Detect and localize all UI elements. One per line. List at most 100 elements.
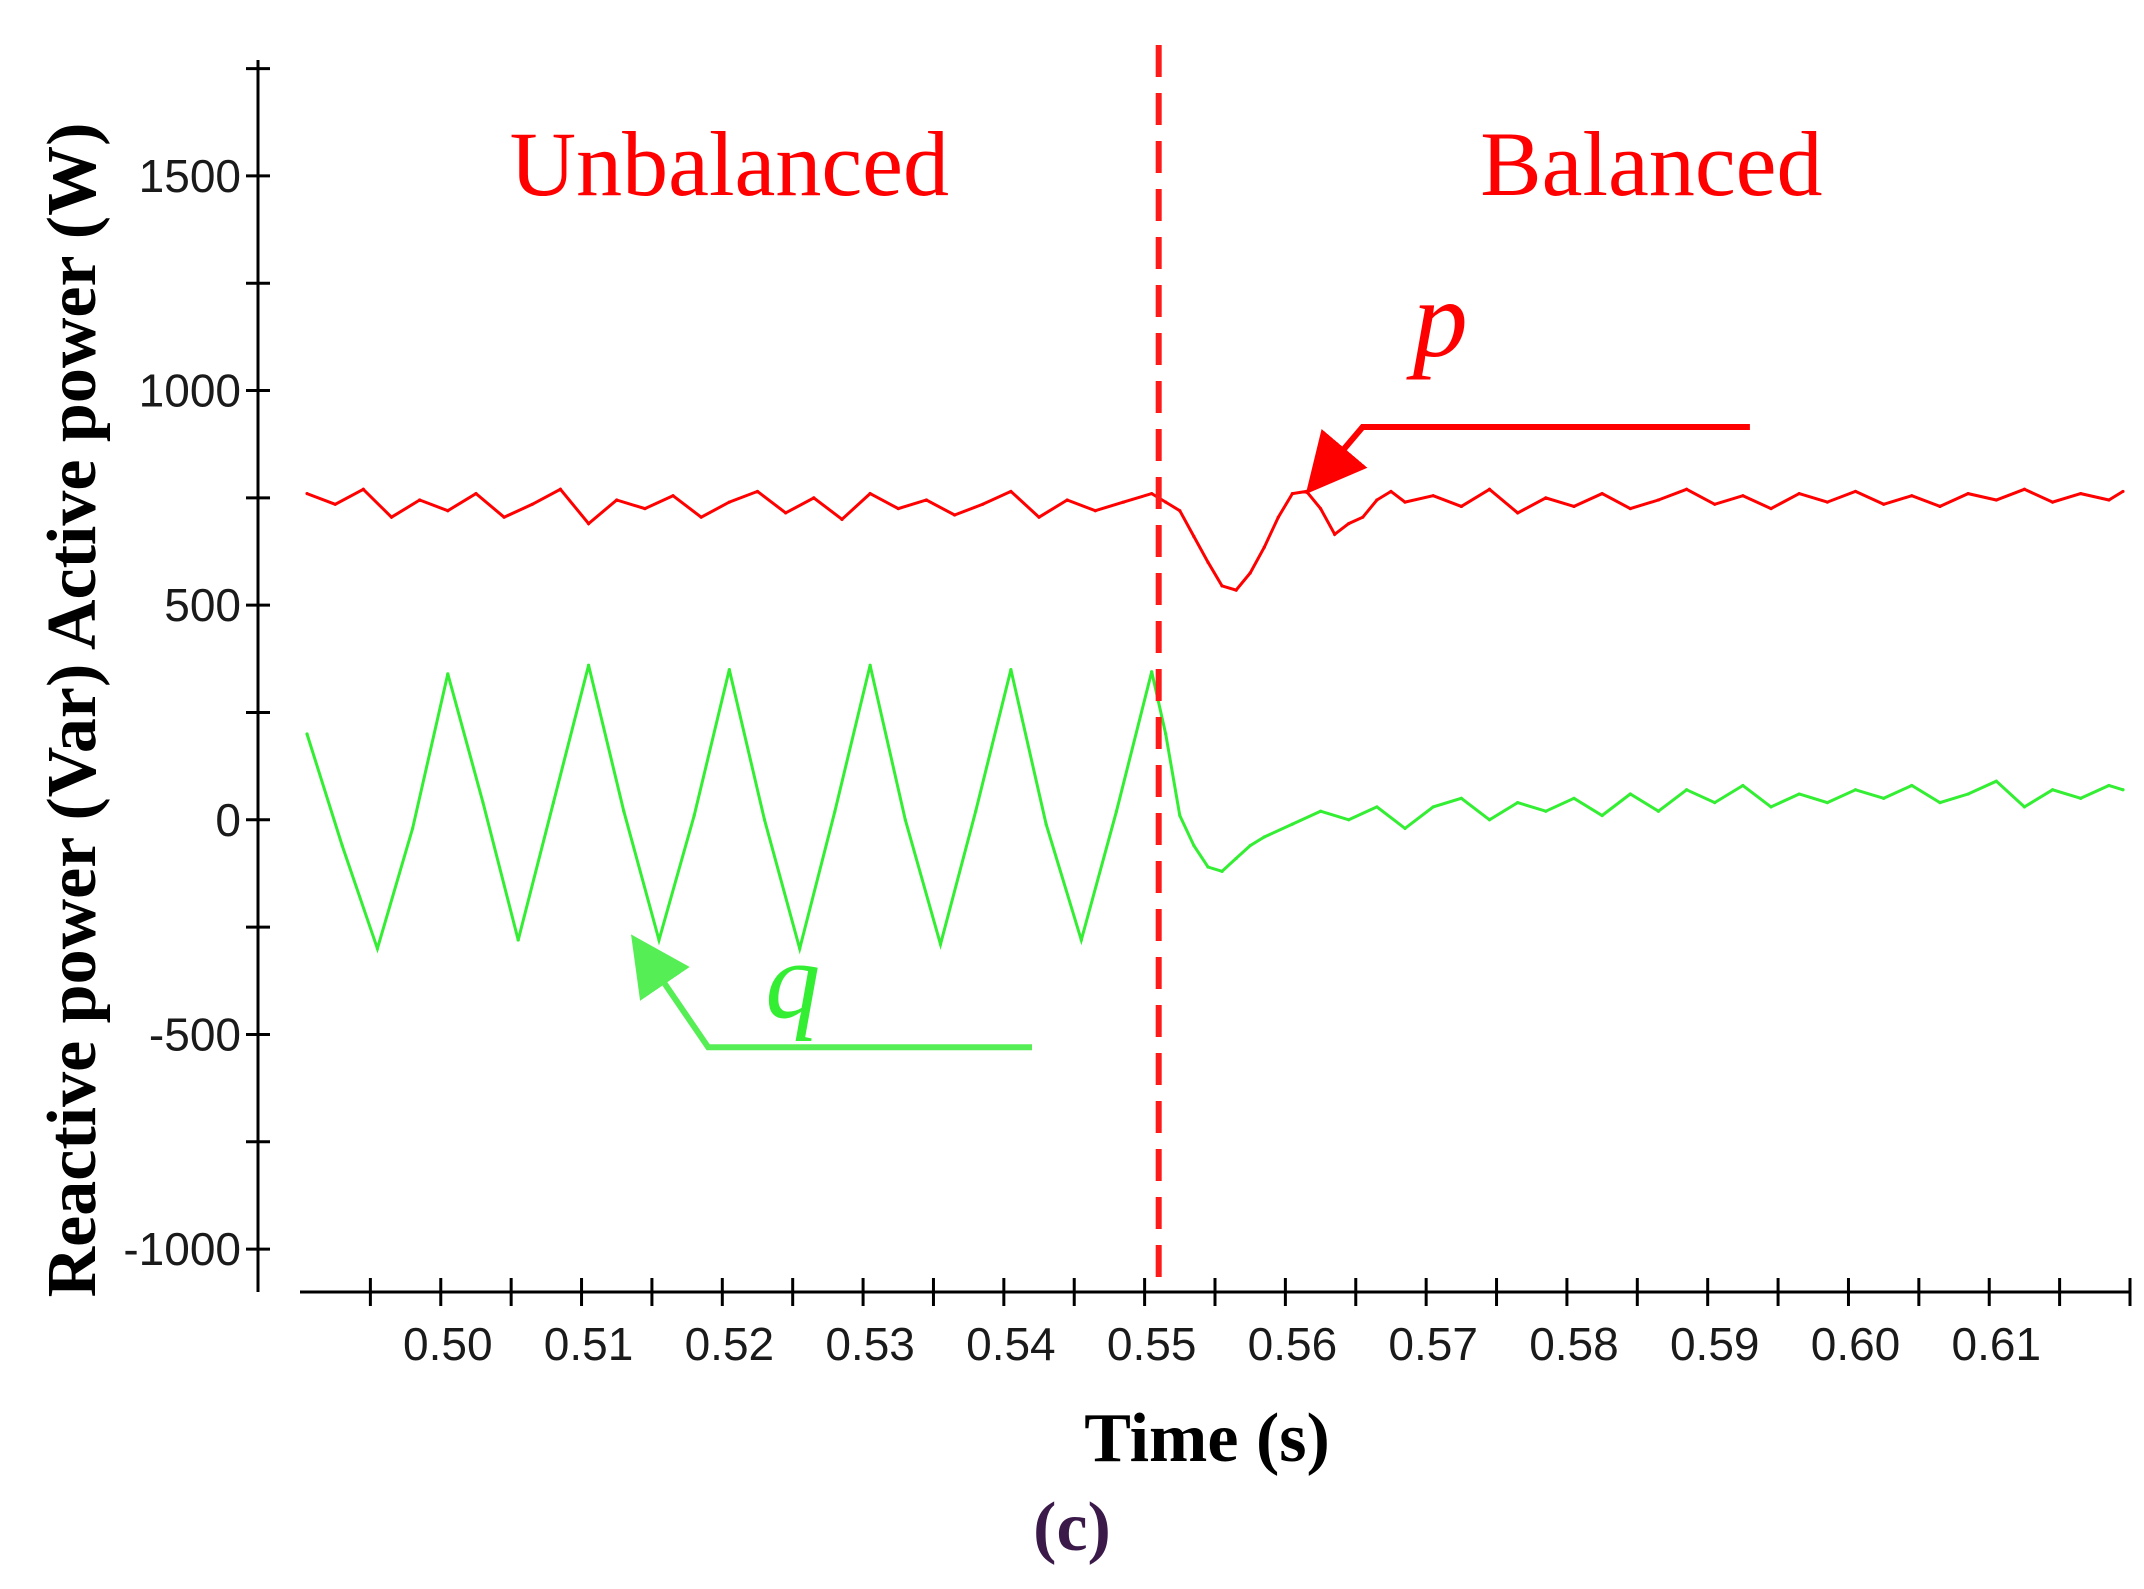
data-point-q <box>551 801 555 805</box>
data-point-q <box>1487 818 1492 822</box>
data-point-p <box>1572 504 1576 509</box>
data-point-q <box>2121 788 2125 792</box>
data-point-q <box>657 938 661 942</box>
data-point-q <box>1192 843 1196 848</box>
data-point-q <box>1600 813 1604 818</box>
data-point-q <box>1544 809 1548 813</box>
data-point-q <box>1994 779 1998 783</box>
data-point-q <box>1825 801 1829 805</box>
y-axis: 1500 1000 500 0 -500 -1000 <box>123 60 270 1292</box>
data-point-p <box>727 500 731 504</box>
data-point-p <box>1361 515 1365 519</box>
data-point-p <box>1853 489 1858 494</box>
series-label-q: q <box>765 919 820 1041</box>
data-point-q <box>1114 809 1119 813</box>
data-point-p <box>474 491 478 496</box>
x-tick-label: 0.60 <box>1811 1318 1901 1370</box>
data-point-p <box>981 502 985 506</box>
x-tick-label: 0.61 <box>1952 1318 2042 1370</box>
data-point-p <box>1164 500 1168 504</box>
data-point-q <box>340 843 344 848</box>
y-tick-label: -500 <box>149 1008 241 1060</box>
annotation-arrow-q <box>631 934 1032 1051</box>
region-label-unbalanced: Unbalanced <box>510 113 949 215</box>
data-point-p <box>1150 491 1154 496</box>
data-point-p <box>333 502 337 506</box>
x-tick-label: 0.58 <box>1529 1318 1619 1370</box>
data-point-q <box>481 801 485 805</box>
x-tick-label: 0.53 <box>825 1318 915 1370</box>
annotation-arrow-p <box>1305 424 1750 495</box>
data-point-q <box>1882 796 1886 800</box>
data-point-p <box>868 491 872 496</box>
data-point-p <box>418 498 422 502</box>
data-point-q <box>1853 788 1858 792</box>
data-point-q <box>1164 732 1168 736</box>
data-point-p <box>699 515 703 519</box>
data-point-q <box>974 809 978 813</box>
x-tick-label: 0.52 <box>685 1318 775 1370</box>
data-point-p <box>446 509 450 513</box>
data-point-p <box>1938 504 1942 509</box>
data-point-q <box>1248 843 1252 848</box>
data-point-q <box>1713 801 1717 805</box>
data-point-p <box>1121 500 1126 504</box>
data-point-p <box>1276 515 1280 519</box>
x-tick-label: 0.55 <box>1107 1318 1197 1370</box>
data-point-p <box>1628 506 1632 511</box>
data-point-q <box>1375 805 1379 809</box>
data-point-q <box>1572 796 1576 800</box>
data-point-p <box>1713 502 1717 506</box>
data-point-q <box>1769 805 1773 809</box>
data-point-q <box>2107 783 2111 788</box>
data-point-q <box>2022 805 2027 809</box>
data-point-p <box>924 498 929 502</box>
data-point-q <box>1150 670 1154 674</box>
data-point-p <box>389 515 394 519</box>
data-point-q <box>516 938 520 942</box>
data-point-q <box>1318 809 1323 813</box>
data-point-p <box>1684 487 1689 491</box>
y-tick-label: -1000 <box>123 1223 241 1275</box>
series-label-p: p <box>1406 258 1468 380</box>
data-point-q <box>622 809 626 813</box>
data-point-q <box>1234 856 1238 861</box>
data-point-q <box>1262 835 1266 839</box>
y-tick-label: 1000 <box>139 365 241 417</box>
x-tick-label: 0.59 <box>1670 1318 1760 1370</box>
data-point-q <box>762 818 767 822</box>
data-point-q <box>1656 809 1661 813</box>
data-point-q <box>1220 869 1224 873</box>
data-point-q <box>586 663 591 667</box>
data-point-p <box>755 489 760 494</box>
data-point-p <box>1741 494 1745 498</box>
x-tick-label: 0.57 <box>1388 1318 1478 1370</box>
data-point-p <box>2107 498 2111 502</box>
y-axis-title: Reactive power (Var) Active power (W) <box>34 123 111 1298</box>
data-point-q <box>1009 667 1013 672</box>
data-point-p <box>502 515 506 519</box>
data-point-p <box>1262 545 1266 549</box>
data-point-q <box>727 667 731 672</box>
data-point-p <box>643 506 647 511</box>
data-point-q <box>2050 788 2055 792</box>
data-point-p <box>1178 509 1182 513</box>
data-point-p <box>1248 571 1252 575</box>
data-point-p <box>812 496 816 500</box>
data-point-q <box>938 942 943 946</box>
data-point-p <box>1220 584 1224 588</box>
data-point-p <box>1192 534 1196 539</box>
data-point-q <box>1403 826 1407 830</box>
data-point-p <box>615 498 619 502</box>
data-point-q <box>1516 801 1520 805</box>
data-point-q <box>1178 813 1182 818</box>
region-labels: Unbalanced Balanced <box>510 113 1823 215</box>
data-point-p <box>1966 491 1970 496</box>
series-line-p <box>306 487 2124 592</box>
data-point-p <box>1459 504 1463 509</box>
data-point-p <box>784 511 788 515</box>
data-point-p <box>1389 489 1393 494</box>
x-tick-label: 0.51 <box>544 1318 634 1370</box>
data-point-p <box>840 517 844 521</box>
data-point-p <box>1304 489 1309 494</box>
